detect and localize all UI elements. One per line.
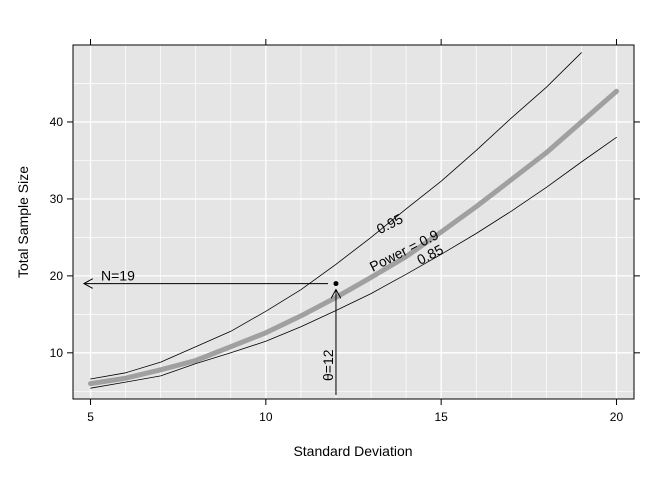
target-point <box>333 281 339 287</box>
y-axis-title: Total Sample Size <box>15 166 31 278</box>
power-curves <box>88 52 619 389</box>
plot-frame <box>72 44 635 400</box>
x-axis-title: Standard Deviation <box>293 443 412 459</box>
curve-power-090 <box>88 88 619 387</box>
x-tick-label: 15 <box>434 410 448 424</box>
x-tick-label: 20 <box>610 410 624 424</box>
grid-lines <box>73 44 634 399</box>
x-tick-label: 5 <box>87 410 94 424</box>
curve-085 <box>90 136 617 389</box>
plot-panel <box>73 45 634 399</box>
y-tick-label: 10 <box>50 346 64 360</box>
y-tick-label: 20 <box>50 269 64 283</box>
x-tick-label: 10 <box>259 410 273 424</box>
n-label: N=19 <box>101 268 135 284</box>
y-tick-label: 30 <box>50 192 64 206</box>
curve-095 <box>90 52 582 380</box>
axis-ticks: 5 10 15 20 10 20 30 40 <box>50 39 640 424</box>
theta-label: θ=12 <box>320 349 336 381</box>
y-tick-label: 40 <box>50 115 64 129</box>
